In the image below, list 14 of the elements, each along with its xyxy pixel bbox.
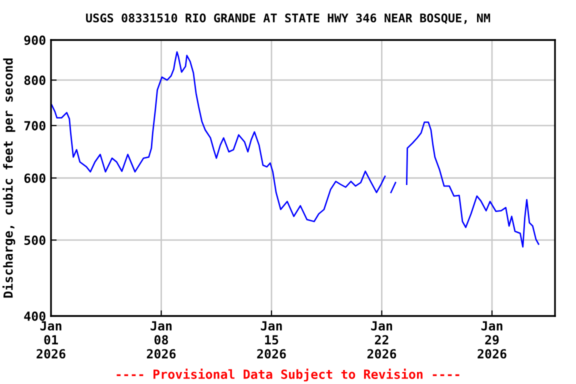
y-tick-label: 700	[24, 121, 46, 130]
x-tick-label: Jan 22 2026	[367, 321, 396, 359]
x-tick-label: Jan 01 2026	[36, 321, 66, 359]
y-tick-label: 400	[24, 311, 46, 321]
x-tick-label: Jan 29 2026	[478, 321, 506, 359]
y-tick-label: 900	[24, 35, 46, 45]
y-axis-title: Discharge, cubic feet per second	[2, 58, 16, 298]
x-tick-label: Jan 08 2026	[146, 321, 176, 359]
y-tick-label: 600	[24, 173, 46, 183]
chart-title: USGS 08331510 RIO GRANDE AT STATE HWY 346 NEAR BOSQUE, NM	[86, 13, 490, 24]
text: ---- Provisional Data Subject to Revision ----	[116, 368, 460, 382]
y-tick-label: 800	[24, 76, 46, 86]
y-tick-label: 500	[24, 236, 46, 245]
x-tick-label: Jan 15 2026	[257, 321, 286, 359]
